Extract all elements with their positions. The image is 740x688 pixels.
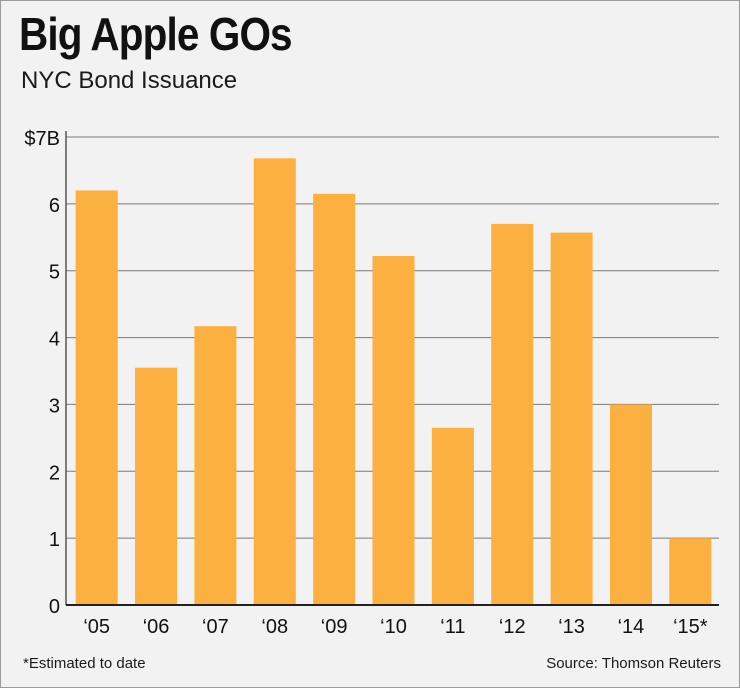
y-tick-label: 2 (49, 462, 60, 484)
bar (194, 326, 237, 605)
bar (313, 193, 356, 606)
source-note: Source: Thomson Reuters (546, 655, 721, 672)
y-tick-label: 3 (49, 395, 60, 417)
x-tick-label: ‘08 (261, 616, 288, 638)
y-tick-label: 5 (49, 262, 60, 284)
y-tick-label: 1 (49, 529, 60, 551)
x-tick-label: ‘11 (440, 616, 465, 638)
y-tick-label: 4 (49, 329, 60, 351)
x-tick-labels: ‘05 ‘06 ‘07 ‘08 ‘09 ‘10 ‘11 ‘12 ‘13 ‘14 ‘15* (83, 616, 707, 638)
x-tick-label: ‘12 (499, 616, 526, 638)
y-tick-labels: 0 1 2 3 4 5 6 $7B (24, 128, 60, 618)
chart-subtitle: NYC Bond Issuance (21, 67, 238, 94)
x-tick-label: ‘13 (558, 616, 585, 638)
footnote: *Estimated to date (23, 655, 146, 672)
axes (65, 131, 719, 606)
x-tick-label: ‘15* (673, 616, 708, 638)
x-tick-label: ‘14 (618, 616, 645, 638)
y-tick-label: 6 (49, 195, 60, 217)
chart-title: Big Apple GOs (19, 8, 293, 60)
bar (609, 404, 652, 605)
x-tick-label: ‘05 (83, 616, 110, 638)
bar (253, 158, 296, 605)
bar (669, 538, 712, 605)
bar (491, 223, 534, 605)
bar (550, 232, 593, 605)
bar (372, 256, 415, 605)
bar (75, 190, 118, 605)
bar (431, 427, 474, 605)
x-tick-label: ‘06 (143, 616, 170, 638)
x-tick-label: ‘10 (380, 616, 407, 638)
y-tick-label: $7B (24, 128, 60, 150)
y-tick-label: 0 (49, 596, 60, 618)
bar (135, 367, 178, 605)
x-tick-label: ‘09 (321, 616, 348, 638)
x-tick-label: ‘07 (202, 616, 229, 638)
bars (75, 158, 712, 606)
